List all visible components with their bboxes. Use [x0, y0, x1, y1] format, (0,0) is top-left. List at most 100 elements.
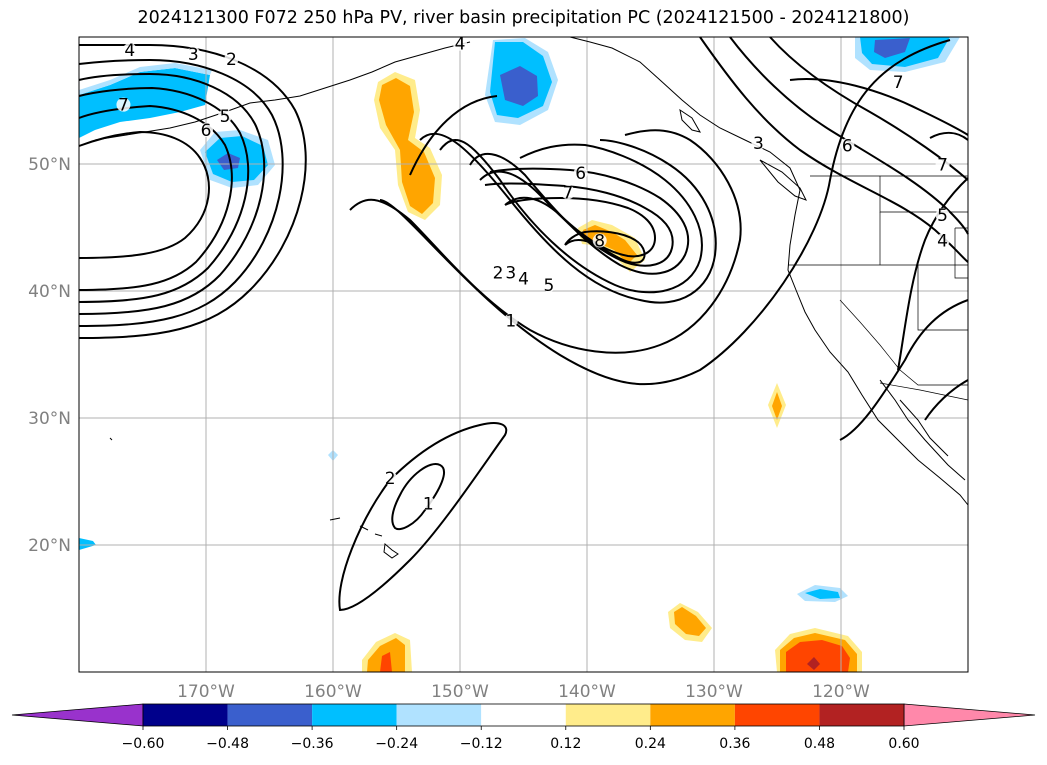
- contour-label-backdrop: [751, 135, 766, 150]
- pv-contour-label: 2: [385, 469, 396, 489]
- pv-contour-line: [78, 72, 266, 315]
- colorbar-tick-label: −0.60: [122, 736, 165, 752]
- contour-label-backdrop: [503, 313, 518, 328]
- contour-label-backdrop: [383, 471, 398, 486]
- precip-negative-fill: [79, 63, 212, 95]
- latitude-tick-label: 20°N: [28, 536, 71, 556]
- contour-label-backdrop: [840, 138, 855, 153]
- contour-label-backdrop: [491, 265, 506, 280]
- pv-contour-line: [564, 230, 646, 264]
- state-border: [917, 265, 968, 331]
- pv-contour-label: 3: [753, 134, 764, 154]
- pv-contour-line: [379, 39, 951, 386]
- baja-coastline: [879, 379, 966, 481]
- pv-contour-line: [78, 43, 307, 339]
- precip-positive-fill: [807, 657, 820, 670]
- contour-label-backdrop: [560, 185, 575, 200]
- contour-label-backdrop: [573, 166, 588, 181]
- pv-contour-line: [469, 152, 690, 275]
- pv-contour-label: 1: [505, 312, 516, 332]
- colorbar-segment: [312, 704, 397, 726]
- colorbar-tick-label: 0.24: [635, 736, 666, 752]
- precip-negative-fill: [79, 538, 96, 550]
- longitude-tick-label: 120°W: [812, 682, 870, 702]
- longitude-tick-label: 170°W: [177, 682, 235, 702]
- latitude-tick-label: 40°N: [28, 282, 71, 302]
- north-america-coastline: [569, 36, 969, 506]
- pv-contour-label: 5: [937, 206, 948, 226]
- pv-contour-label: 6: [842, 136, 853, 156]
- pv-contour-line: [504, 196, 657, 258]
- colorbar-tick-label: −0.36: [291, 736, 334, 752]
- colorbar-tick-label: 0.48: [804, 736, 835, 752]
- axis-tick-labels: 170°W 160°W 150°W 140°W 130°W 120°W 50°N 40°N 30…: [28, 155, 870, 702]
- colorbar: −0.60 −0.48 −0.36 −0.24 −0.12 0.12 0.24 0.36 0.4…: [11, 703, 1036, 752]
- colorbar-segment: [396, 704, 482, 726]
- pv-contour-label: 2: [493, 263, 504, 283]
- pv-contour-label: 4: [124, 41, 135, 61]
- pv-contour-line: [897, 177, 969, 371]
- colorbar-segment: [227, 704, 313, 726]
- pv-contour-line: [699, 36, 969, 263]
- pv-contour-line: [78, 58, 284, 327]
- pv-contour-line: [349, 129, 742, 354]
- precip-negative-fill: [217, 153, 240, 170]
- longitude-tick-label: 140°W: [558, 682, 616, 702]
- contour-label-backdrop: [516, 271, 531, 286]
- precip-negative-fill: [874, 38, 910, 58]
- pv-contour-label: 1: [423, 494, 434, 514]
- border-layer: [788, 175, 969, 401]
- pv-contour-label: 8: [594, 232, 605, 252]
- pv-contour-label: 7: [937, 155, 948, 175]
- pv-contour-line: [419, 132, 717, 304]
- contour-label-backdrop: [891, 74, 906, 89]
- colorbar-segment: [734, 704, 820, 726]
- pv-contour-label: 2: [226, 50, 237, 70]
- pv-contour-line: [439, 139, 703, 294]
- colorbar-segment: [819, 704, 904, 726]
- contour-label-backdrop: [116, 97, 131, 112]
- colorbar-segment: [481, 704, 566, 726]
- pv-contour-label: 6: [201, 121, 212, 141]
- precip-negative-fill: [805, 589, 840, 599]
- map-graticule: [79, 37, 968, 672]
- pv-contour-label: 3: [505, 263, 516, 283]
- colorbar-segment: [650, 704, 735, 726]
- pv-contour-line: [924, 379, 969, 421]
- contour-label-backdrop: [541, 278, 556, 292]
- us-mexico-border: [879, 382, 969, 401]
- pv-contour-line: [409, 95, 498, 176]
- contour-label-backdrop: [935, 157, 950, 172]
- pv-contour-line: [839, 299, 969, 441]
- contour-label-backdrop: [592, 233, 607, 248]
- precipitation-fill-layer: [79, 37, 960, 672]
- vancouver-island-coastline: [759, 159, 808, 201]
- colorbar-tick-label: −0.48: [206, 736, 249, 752]
- longitude-tick-label: 160°W: [304, 682, 362, 702]
- state-border: [879, 176, 968, 213]
- precip-positive-fill: [772, 392, 782, 420]
- pv-contour-label: 6: [575, 164, 586, 184]
- colorbar-outline: [142, 703, 905, 727]
- contour-label-backdrop: [935, 233, 950, 248]
- pv-contour-label: 5: [543, 276, 554, 296]
- pv-contour-label: 7: [893, 73, 904, 93]
- colorbar-extend-min: [11, 703, 144, 727]
- pv-contour-layer: [78, 36, 969, 612]
- pv-contour-line: [78, 86, 250, 303]
- longitude-tick-label: 130°W: [685, 682, 743, 702]
- precip-positive-fill: [379, 78, 435, 214]
- pv-contour-line: [78, 104, 233, 291]
- state-border: [839, 299, 968, 386]
- contour-label-backdrop: [186, 46, 201, 61]
- colorbar-segment: [143, 704, 228, 726]
- contour-label-backdrop: [224, 51, 239, 66]
- contour-label-backdrop: [421, 496, 436, 511]
- pv-contour-line: [391, 463, 445, 530]
- pv-contour-line: [789, 78, 969, 136]
- longitude-tick-label: 150°W: [431, 682, 489, 702]
- latitude-tick-label: 30°N: [28, 409, 71, 429]
- colorbar-tick-label: 0.12: [550, 736, 581, 752]
- pv-contour-label: 4: [518, 270, 529, 290]
